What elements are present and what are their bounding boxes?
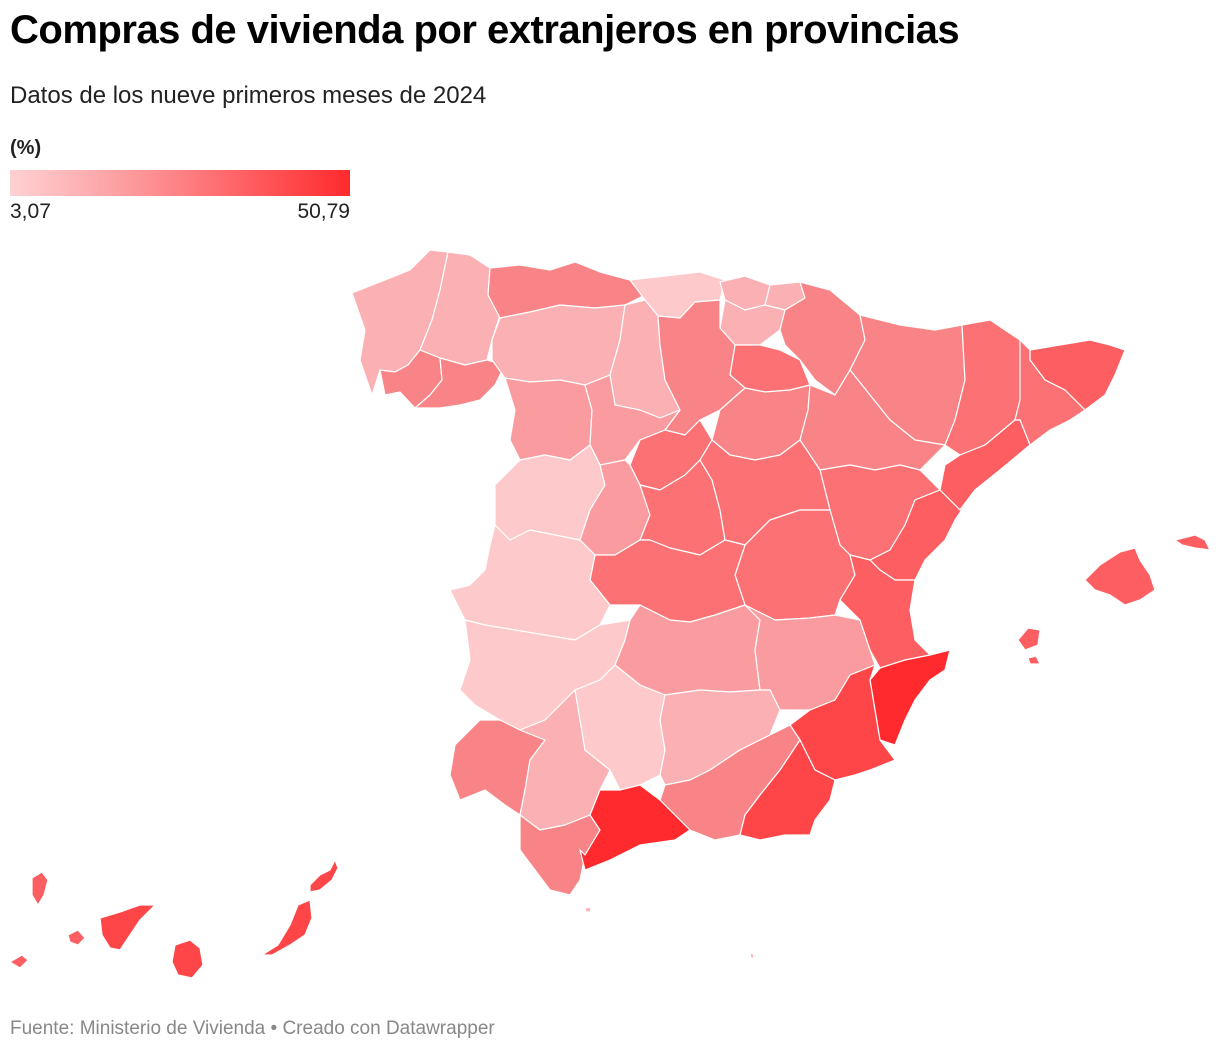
source-footer: Fuente: Ministerio de Vivienda • Creado … [10, 1018, 495, 1039]
spain-choropleth-map [9, 249, 1211, 979]
island-lanzarote[interactable] [309, 859, 339, 893]
island-la-palma[interactable] [31, 871, 49, 906]
chart-title: Compras de vivienda por extranjeros en p… [10, 8, 960, 52]
province-zamora[interactable] [504, 377, 593, 461]
province-ourense[interactable] [414, 357, 506, 409]
island-menorca[interactable] [1174, 534, 1211, 551]
legend-max-label: 50,79 [297, 200, 350, 223]
province-malaga[interactable] [579, 784, 691, 871]
province-cadiz[interactable] [519, 814, 601, 896]
city-ceuta[interactable] [584, 906, 592, 913]
island-fuerteventura[interactable] [261, 899, 313, 956]
island-formentera[interactable] [1027, 655, 1041, 665]
island-gran-canaria[interactable] [171, 939, 204, 979]
island-tenerife[interactable] [99, 904, 156, 951]
island-el-hierro[interactable] [9, 954, 29, 969]
legend-min-label: 3,07 [10, 200, 51, 223]
chart-subtitle: Datos de los nueve primeros meses de 202… [10, 82, 487, 109]
island-la-gomera[interactable] [67, 929, 86, 946]
province-almeria[interactable] [739, 739, 836, 841]
legend-color-scale [10, 170, 350, 196]
island-ibiza[interactable] [1017, 627, 1041, 651]
province-toledo[interactable] [589, 539, 746, 623]
legend-title: (%) [10, 137, 42, 159]
island-mallorca[interactable] [1084, 547, 1156, 606]
province-leon[interactable] [491, 304, 626, 386]
city-melilla[interactable] [749, 952, 755, 959]
